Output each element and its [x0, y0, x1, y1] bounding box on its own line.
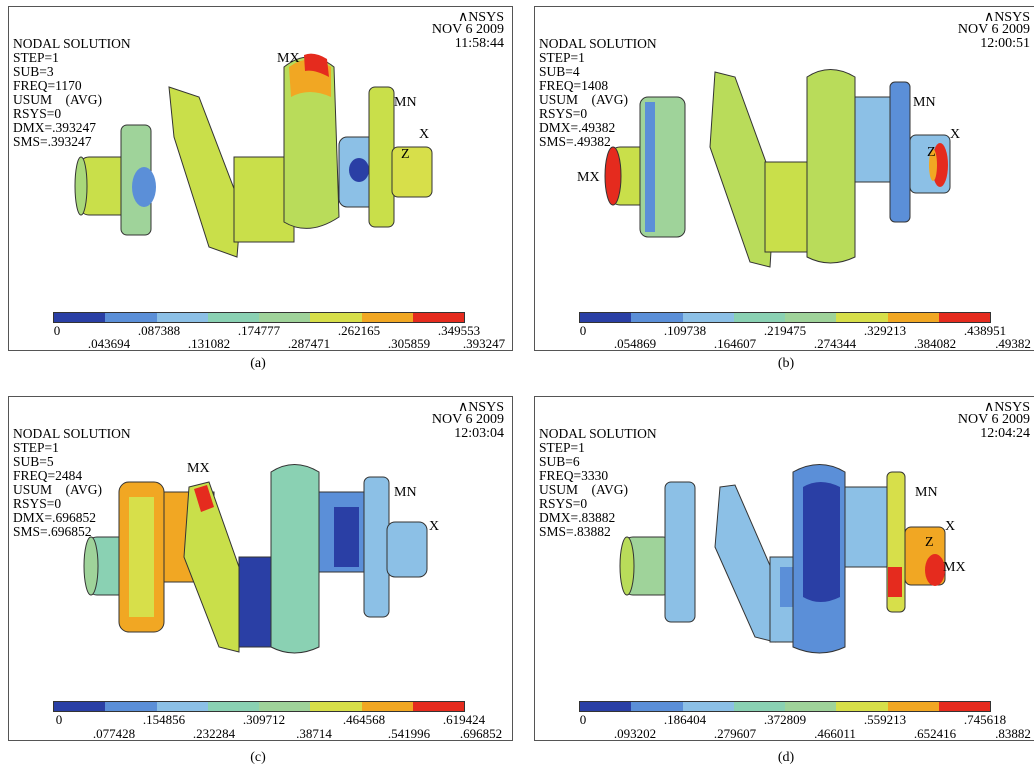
- legend-tick: .219475: [763, 323, 807, 338]
- solution-info: NODAL SOLUTION STEP=1 SUB=4 FREQ=1408 USUM (…: [539, 36, 657, 149]
- crankshaft-model: [74, 53, 433, 258]
- legend-tick: .262165: [337, 323, 381, 338]
- ansys-logo: ∧NSYS: [983, 10, 1030, 25]
- legend-tick: .384082: [913, 336, 957, 351]
- legend-tick: .274344: [813, 336, 857, 351]
- legend-tick: .043694: [87, 336, 131, 351]
- legend-tick: .054869: [613, 336, 657, 351]
- legend-tick: .309712: [242, 712, 286, 727]
- legend-tick: .077428: [92, 726, 136, 741]
- timestamp: NOV 6 2009 11:58:44: [431, 22, 504, 51]
- color-legend-bar: [579, 701, 991, 712]
- legend-tick: .83882: [995, 726, 1031, 741]
- z-axis-label: Z: [927, 145, 936, 160]
- caption-c: (c): [250, 750, 266, 765]
- panel-a: NODAL SOLUTION STEP=1 SUB=3 FREQ=1170 USUM (…: [8, 6, 513, 351]
- mn-label: MN: [394, 485, 417, 500]
- legend-tick: .093202: [613, 726, 657, 741]
- legend-tick: .329213: [863, 323, 907, 338]
- mn-label: MN: [394, 95, 417, 110]
- ansys-logo: ∧NSYS: [457, 400, 504, 415]
- z-axis-label: Z: [925, 535, 934, 550]
- x-axis-label: X: [945, 519, 956, 534]
- legend-tick: .393247: [462, 336, 506, 351]
- z-axis-label: Z: [401, 147, 410, 162]
- mx-label: MX: [187, 461, 210, 476]
- crankshaft-model: [604, 69, 951, 268]
- legend-tick: .38714: [296, 726, 332, 741]
- legend-tick: .164607: [713, 336, 757, 351]
- legend-tick: .696852: [459, 726, 503, 741]
- color-legend-bar: [579, 312, 991, 323]
- x-axis-label: X: [429, 519, 440, 534]
- color-legend-bar: [53, 312, 465, 323]
- legend-tick: 0: [579, 323, 587, 338]
- ansys-logo: ∧NSYS: [457, 10, 504, 25]
- legend-tick: .745618: [963, 712, 1007, 727]
- legend-tick: 0: [53, 323, 61, 338]
- caption-a: (a): [250, 356, 266, 371]
- legend-tick: .186404: [663, 712, 707, 727]
- mx-label: MX: [277, 51, 300, 66]
- panel-c: NODAL SOLUTION STEP=1 SUB=5 FREQ=2484 USUM (…: [8, 396, 513, 741]
- x-axis-label: X: [950, 127, 961, 142]
- legend-tick: .087388: [137, 323, 181, 338]
- ansys-logo: ∧NSYS: [983, 400, 1030, 415]
- crankshaft-model: [619, 464, 946, 654]
- legend-tick: .174777: [237, 323, 281, 338]
- legend-tick: .287471: [287, 336, 331, 351]
- panel-b: NODAL SOLUTION STEP=1 SUB=4 FREQ=1408 USUM (…: [534, 6, 1034, 351]
- legend-tick: .154856: [142, 712, 186, 727]
- x-axis-label: X: [419, 127, 430, 142]
- caption-d: (d): [777, 750, 795, 765]
- legend-tick: 0: [55, 712, 63, 727]
- color-legend-bar: [53, 701, 465, 712]
- mn-label: MN: [915, 485, 938, 500]
- legend-tick: 0: [579, 712, 587, 727]
- legend-tick: .619424: [442, 712, 486, 727]
- legend-tick: .541996: [387, 726, 431, 741]
- caption-b: (b): [777, 356, 795, 371]
- panel-d: NODAL SOLUTION STEP=1 SUB=6 FREQ=3330 USUM (…: [534, 396, 1034, 741]
- legend-tick: .652416: [913, 726, 957, 741]
- timestamp: NOV 6 2009 12:03:04: [431, 412, 504, 441]
- legend-tick: .49382: [995, 336, 1031, 351]
- legend-tick: .372809: [763, 712, 807, 727]
- legend-tick: .131082: [187, 336, 231, 351]
- solution-info: NODAL SOLUTION STEP=1 SUB=5 FREQ=2484 USUM (…: [13, 426, 131, 539]
- legend-tick: .464568: [342, 712, 386, 727]
- legend-tick: .232284: [192, 726, 236, 741]
- solution-info: NODAL SOLUTION STEP=1 SUB=3 FREQ=1170 USUM (…: [13, 36, 131, 149]
- solution-info: NODAL SOLUTION STEP=1 SUB=6 FREQ=3330 USUM (…: [539, 426, 657, 539]
- mx-label: MX: [577, 170, 600, 185]
- legend-tick: .466011: [814, 726, 856, 741]
- mx-label: MX: [943, 560, 966, 575]
- legend-tick: .559213: [863, 712, 907, 727]
- legend-tick: .279607: [713, 726, 757, 741]
- mn-label: MN: [913, 95, 936, 110]
- timestamp: NOV 6 2009 12:00:51: [957, 22, 1030, 51]
- timestamp: NOV 6 2009 12:04:24: [957, 412, 1030, 441]
- legend-tick: .349553: [437, 323, 481, 338]
- legend-tick: .109738: [663, 323, 707, 338]
- crankshaft-model: [83, 464, 428, 654]
- legend-tick: .438951: [963, 323, 1007, 338]
- legend-tick: .305859: [387, 336, 431, 351]
